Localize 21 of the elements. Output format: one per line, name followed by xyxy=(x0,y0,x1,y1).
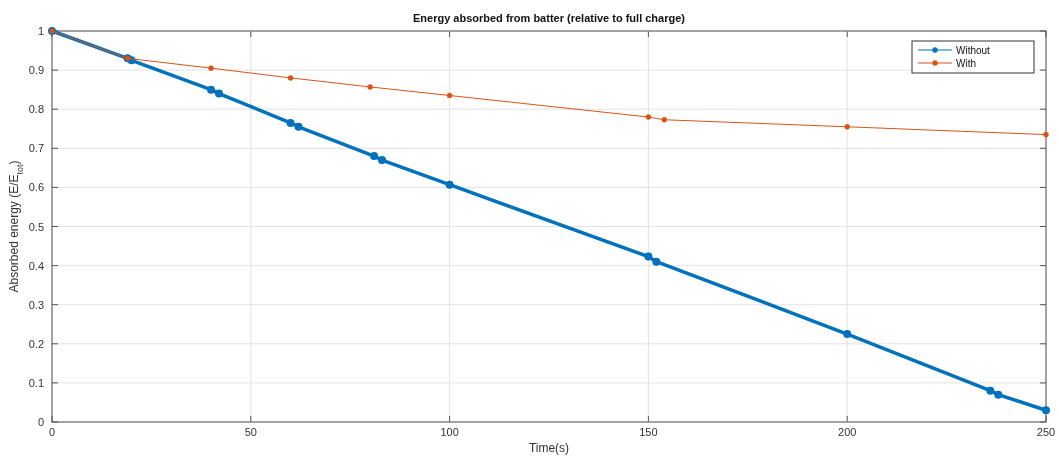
chart-title: Energy absorbed from batter (relative to full charge) xyxy=(412,12,686,24)
y-tick-label: 0.9 xyxy=(28,64,44,77)
legend-label: With xyxy=(956,58,976,69)
y-tick-label: 0.1 xyxy=(28,376,44,389)
x-tick-label: 250 xyxy=(1036,426,1056,438)
x-tick-label: 150 xyxy=(639,426,658,438)
y-tick-label: 1 xyxy=(37,25,44,37)
x-tick-label: 100 xyxy=(440,426,459,438)
y-tick-label: 0 xyxy=(37,416,44,428)
y-tick-label: 0.3 xyxy=(28,298,44,311)
x-tick-label: 200 xyxy=(838,426,857,438)
x-tick-label: 50 xyxy=(244,426,257,438)
y-tick-label: 0.8 xyxy=(28,103,44,116)
y-tick-label: 0.5 xyxy=(28,220,44,233)
legend-label: Without xyxy=(956,45,991,56)
y-tick-label: 0.2 xyxy=(28,337,44,350)
y-tick-label: 0.6 xyxy=(28,181,44,194)
x-tick-label: 0 xyxy=(48,426,56,438)
y-tick-label: 0.7 xyxy=(28,142,44,155)
y-tick-label: 0.4 xyxy=(28,259,44,272)
x-axis-title: Time(s) xyxy=(528,441,570,455)
